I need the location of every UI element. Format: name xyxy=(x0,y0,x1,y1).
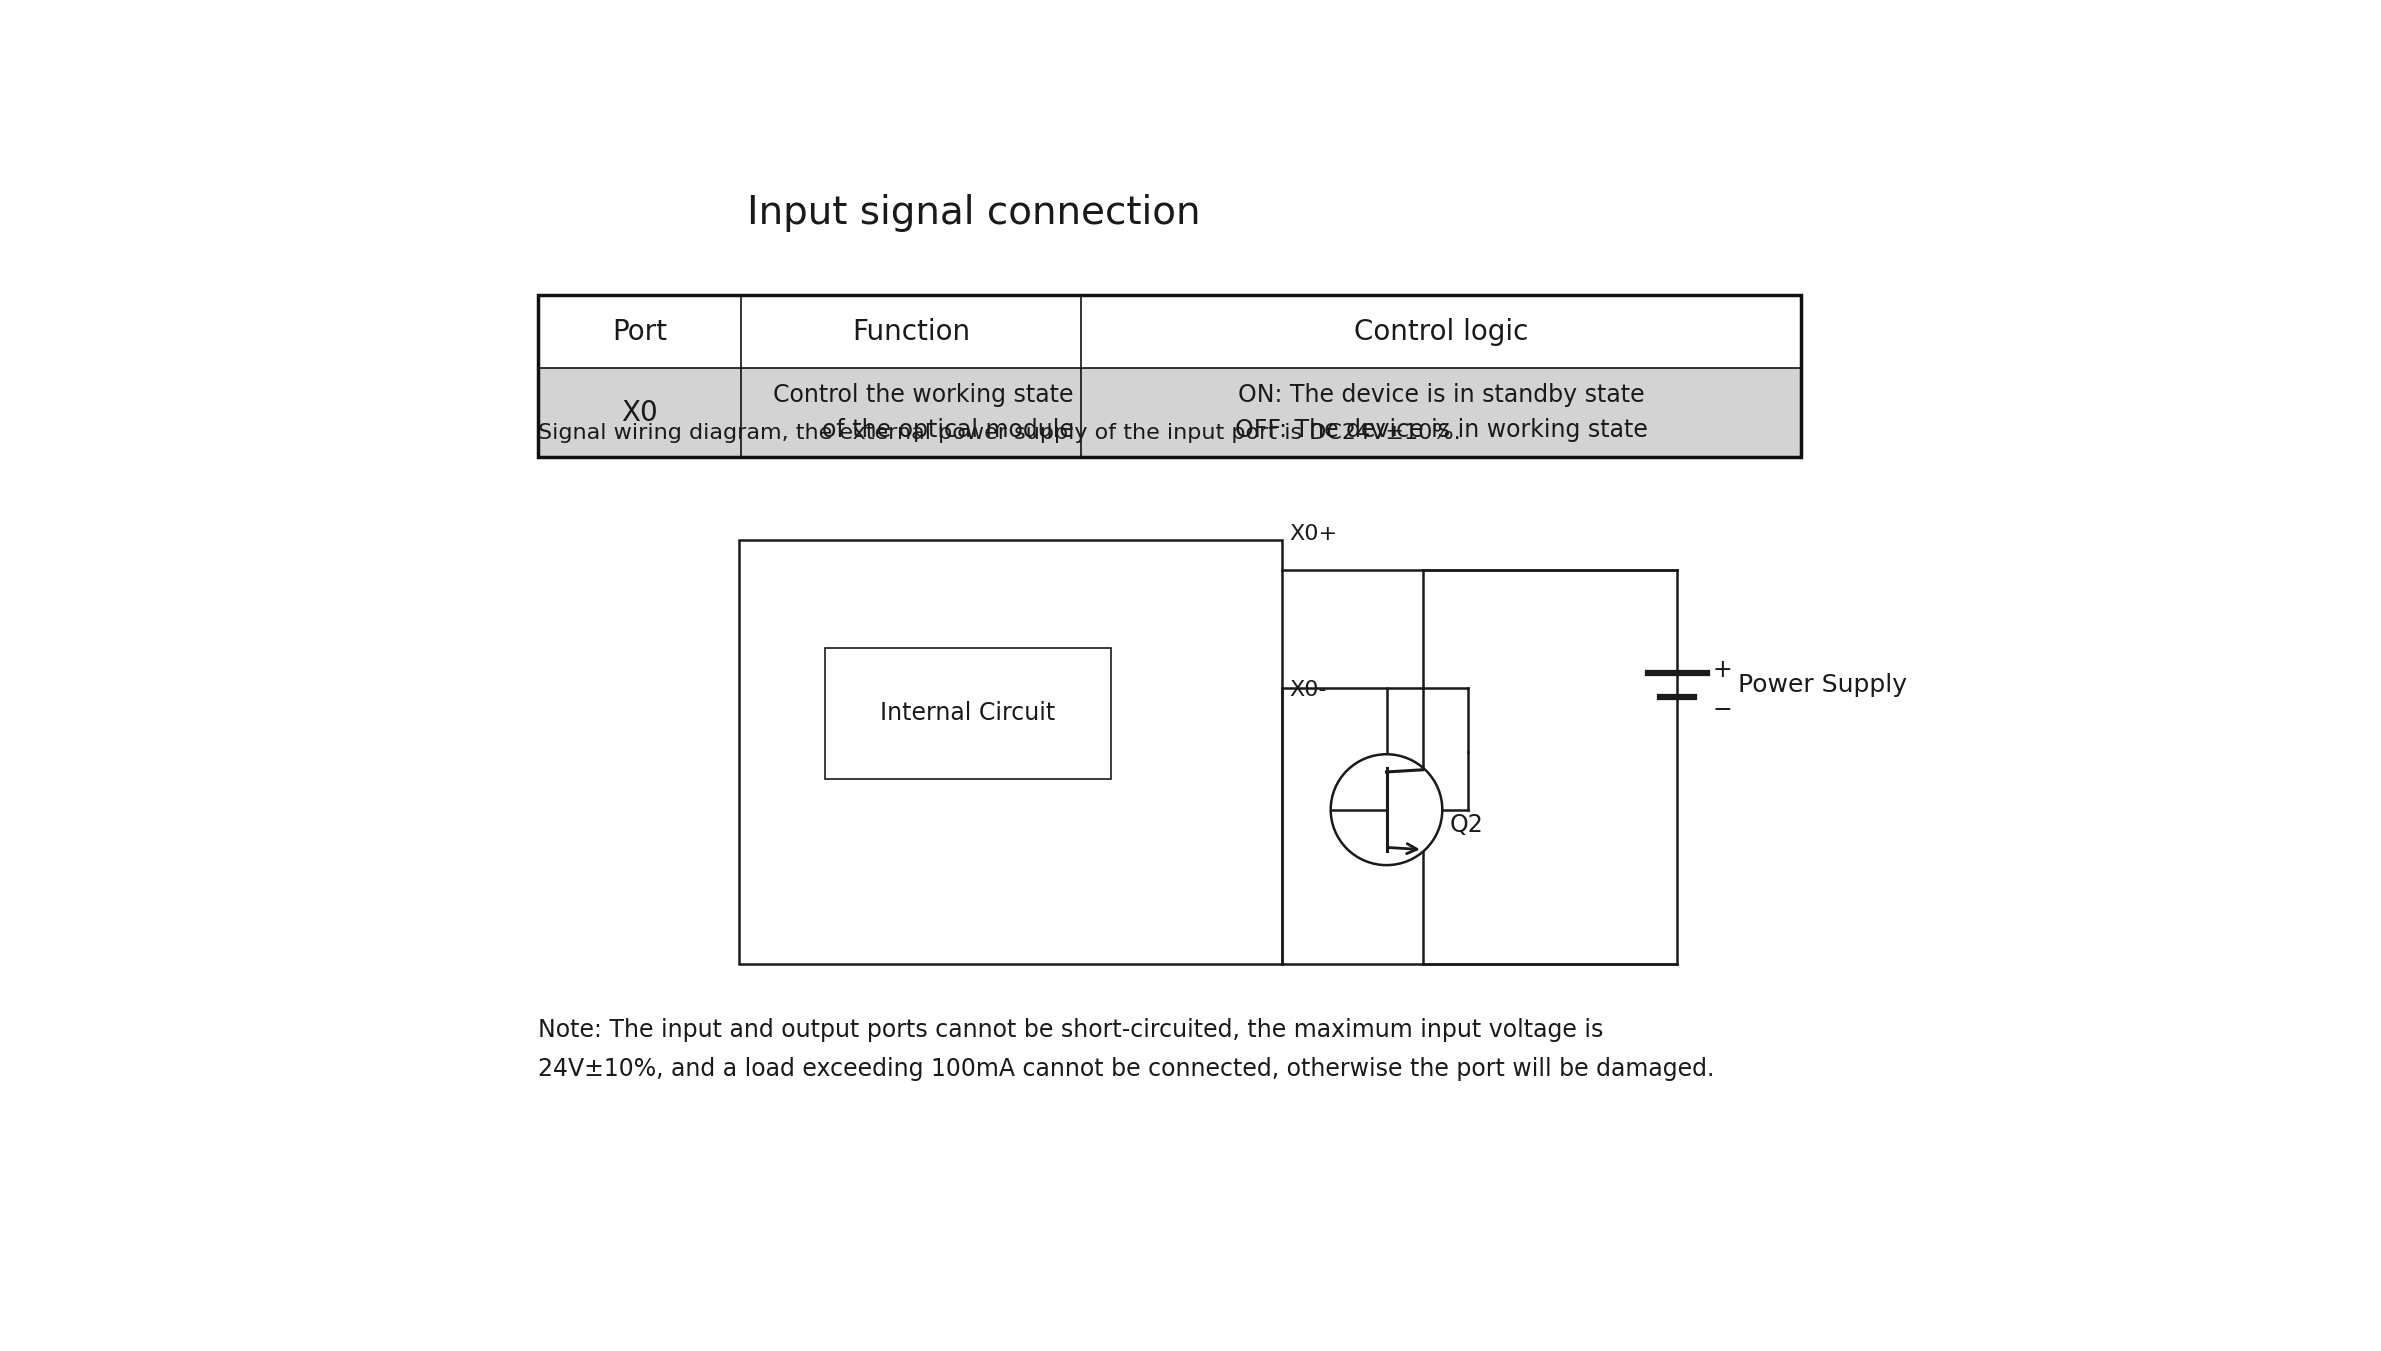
Text: Power Supply: Power Supply xyxy=(1738,673,1907,697)
Text: Internal Circuit: Internal Circuit xyxy=(881,701,1055,725)
Text: Port: Port xyxy=(612,317,667,346)
Text: X0-: X0- xyxy=(1291,681,1326,700)
Text: Function: Function xyxy=(852,317,969,346)
Text: +: + xyxy=(1712,658,1731,681)
Text: Signal wiring diagram, the external power supply of the input port is DC24V±10%.: Signal wiring diagram, the external powe… xyxy=(538,423,1460,443)
Text: Control the working state
of the optical module: Control the working state of the optical… xyxy=(774,384,1074,443)
Text: Note: The input and output ports cannot be short-circuited, the maximum input vo: Note: The input and output ports cannot … xyxy=(538,1017,1714,1081)
Text: ON: The device is in standby state
OFF: The device is in working state: ON: The device is in standby state OFF: … xyxy=(1236,384,1648,443)
Bar xyxy=(538,369,1800,457)
Text: −: − xyxy=(1712,698,1731,723)
Text: X0: X0 xyxy=(621,399,657,427)
Circle shape xyxy=(1331,754,1443,865)
Bar xyxy=(538,296,1800,369)
Text: Input signal connection: Input signal connection xyxy=(748,193,1200,231)
Bar xyxy=(824,648,1112,780)
Text: X0+: X0+ xyxy=(1291,524,1338,544)
Text: Control logic: Control logic xyxy=(1355,317,1529,346)
Bar xyxy=(538,296,1800,457)
Bar xyxy=(740,540,1281,963)
Text: Q2: Q2 xyxy=(1450,813,1483,838)
